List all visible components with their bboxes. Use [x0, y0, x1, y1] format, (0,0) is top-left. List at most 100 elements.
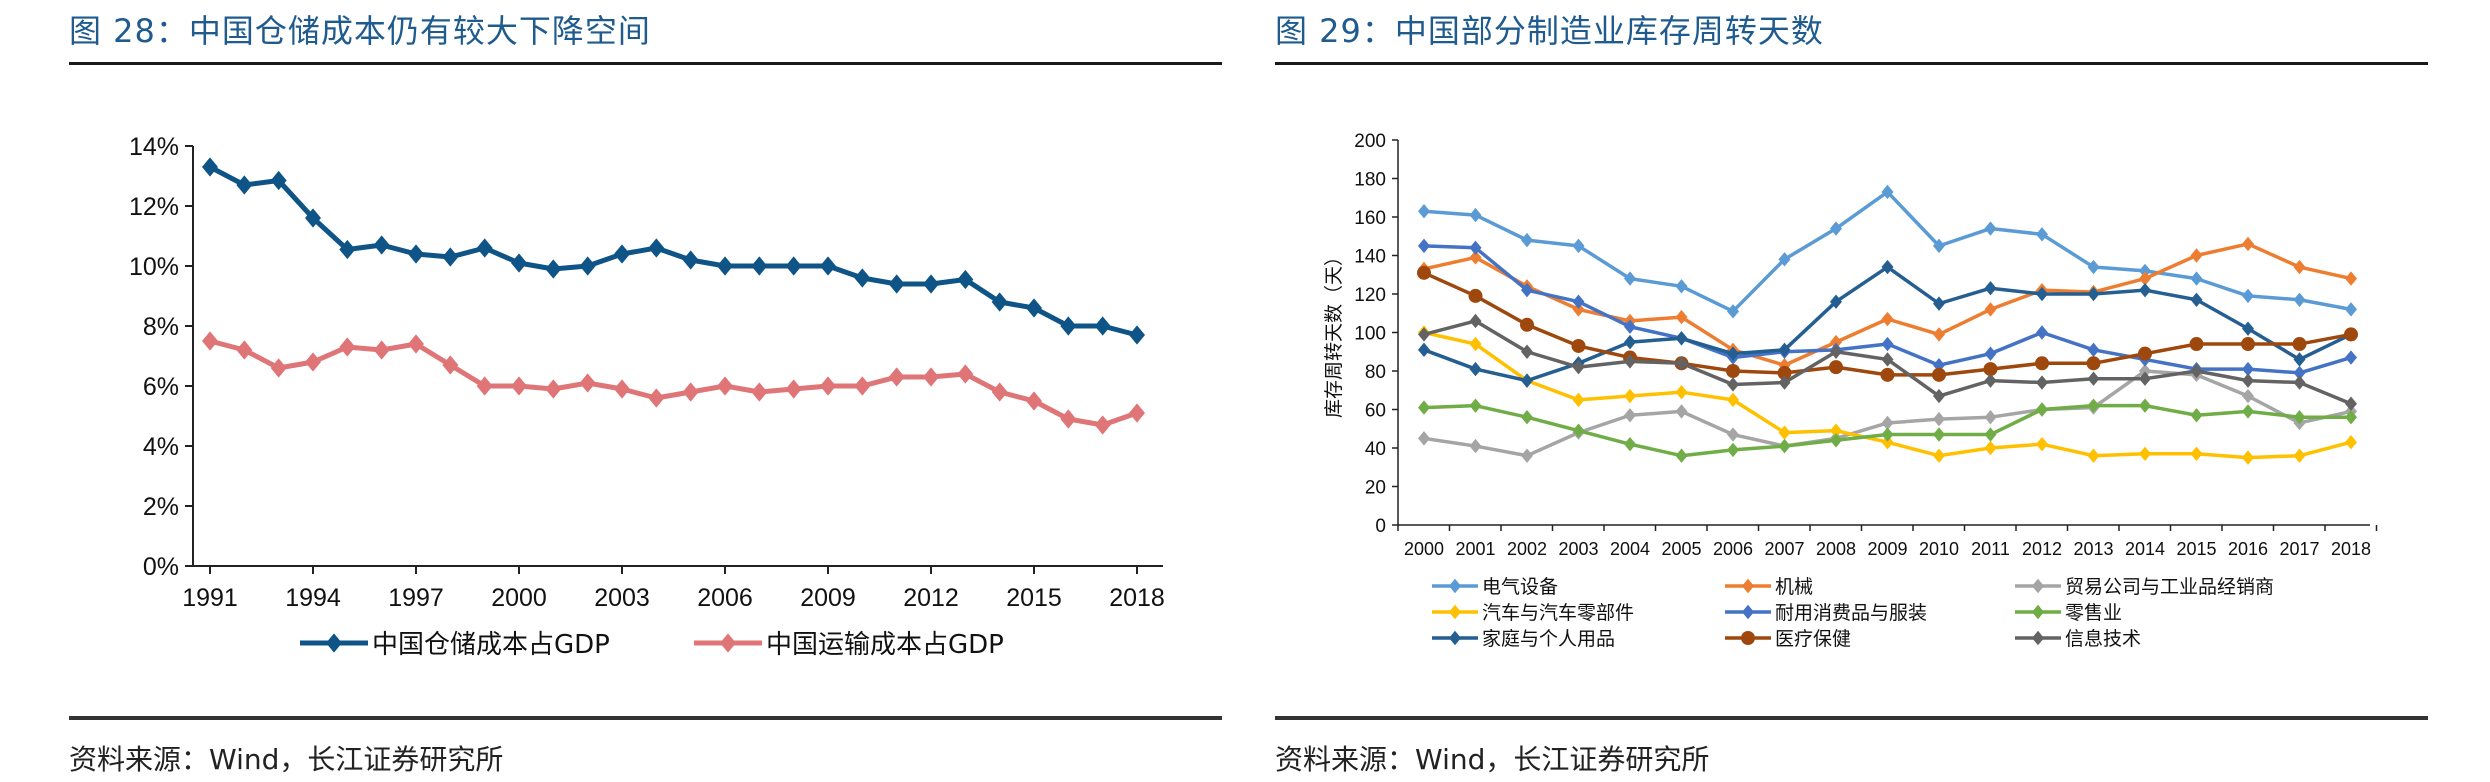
data-point — [2345, 350, 2357, 365]
data-point — [1675, 356, 1688, 371]
data-point — [270, 170, 287, 191]
data-point — [511, 376, 527, 396]
data-point — [1984, 346, 1997, 361]
right-source-note: 资料来源：Wind，长江证券研究所 — [1275, 743, 1710, 776]
data-point — [1933, 448, 1945, 463]
data-point — [1984, 373, 1997, 388]
series-7 — [1417, 265, 2358, 382]
data-point — [1727, 346, 1739, 361]
data-point — [1675, 384, 1688, 400]
data-point — [1727, 442, 1739, 458]
legend-marker — [2032, 578, 2044, 594]
data-point — [1933, 296, 1945, 311]
data-point — [1572, 238, 1585, 254]
data-point — [579, 256, 596, 276]
data-point — [820, 376, 836, 396]
data-point — [579, 373, 596, 393]
data-point — [614, 244, 630, 264]
y-tick-label: 0% — [143, 553, 179, 581]
x-tick-label: 2015 — [2176, 539, 2216, 559]
data-point — [854, 268, 871, 288]
x-tick-label: 2001 — [1455, 539, 1495, 559]
data-point — [236, 340, 253, 360]
y-tick-label: 80 — [1365, 362, 1386, 383]
legend-item: 电气设备 — [1432, 576, 1558, 598]
data-point — [2036, 402, 2048, 417]
x-tick-label: 2015 — [1006, 584, 1062, 612]
data-point — [2190, 408, 2203, 423]
legend-label: 医疗保健 — [1775, 628, 1851, 650]
data-point — [1727, 427, 1739, 442]
data-point — [1675, 331, 1688, 346]
data-point — [2293, 375, 2306, 390]
series-0 — [202, 157, 1145, 345]
data-point — [1572, 392, 1585, 408]
data-point — [2293, 292, 2306, 307]
data-point — [1624, 319, 1636, 334]
data-point — [2036, 436, 2048, 452]
data-point — [1830, 221, 1842, 236]
data-point — [1727, 304, 1739, 319]
legend-item: 汽车与汽车零部件 — [1432, 602, 1634, 624]
data-point — [1984, 281, 1997, 296]
y-tick-label: 180 — [1354, 170, 1386, 191]
x-tick-label: 2014 — [2125, 539, 2165, 559]
data-point — [1983, 362, 1998, 377]
x-tick-label: 1994 — [285, 584, 341, 612]
x-tick-label: 2012 — [2022, 539, 2062, 559]
data-point — [2190, 363, 2203, 379]
x-tick-label: 2011 — [1971, 539, 2010, 559]
inventory-turnover-chart: 0 20 40 60 80 100 120 140 160 180 200 2000 2001 2002 2… — [1323, 131, 2378, 650]
y-tick-label: 140 — [1354, 247, 1386, 268]
data-point — [305, 352, 321, 372]
data-point — [1830, 433, 1842, 448]
data-point — [2293, 352, 2306, 367]
data-point — [1469, 207, 1482, 223]
x-tick-label: 2000 — [491, 584, 547, 612]
data-point — [2345, 435, 2357, 450]
data-point — [1469, 361, 1482, 377]
data-point — [1571, 338, 1586, 353]
x-tick-label: 2018 — [1109, 584, 1165, 612]
x-tick-label: 2008 — [1816, 539, 1856, 559]
left-figure-title: 图 28：中国仓储成本仍有较大下降空间 — [69, 12, 651, 50]
data-point — [957, 269, 974, 290]
legend-label: 信息技术 — [2065, 628, 2141, 650]
legend-marker — [1742, 578, 1754, 594]
data-point — [1521, 232, 1533, 248]
series-1 — [1418, 236, 2357, 373]
data-point — [923, 367, 939, 387]
data-point — [1778, 425, 1791, 440]
data-point — [2293, 365, 2306, 381]
legend-marker — [1449, 604, 1461, 620]
x-tick-label: 2017 — [2279, 539, 2319, 559]
data-point — [1026, 298, 1042, 318]
data-point — [2242, 236, 2254, 252]
y-tick-label: 12% — [129, 193, 179, 221]
x-tick-label: 2006 — [697, 584, 753, 612]
warehousing-cost-chart: 0% 2% 4% 6% 8% 10% 12% 14% 1991 1994 1997 2000 2003 2… — [129, 133, 1165, 660]
data-point — [1777, 365, 1792, 380]
data-point — [2242, 373, 2254, 388]
data-point — [1984, 302, 1997, 317]
data-point — [1469, 438, 1482, 454]
data-point — [751, 382, 768, 402]
data-point — [2292, 337, 2307, 352]
data-point — [373, 340, 390, 360]
data-point — [1675, 448, 1688, 463]
legend-item: 医疗保健 — [1725, 628, 1851, 650]
data-point — [1881, 435, 1894, 450]
data-point — [1521, 373, 1533, 388]
data-point — [236, 175, 253, 195]
right-figure-title: 图 29：中国部分制造业库存周转天数 — [1275, 12, 1824, 50]
legend-item: 中国运输成本占GDP — [694, 630, 1004, 660]
data-point — [682, 382, 699, 402]
data-point — [1778, 438, 1791, 454]
y-tick-label: 60 — [1365, 401, 1386, 422]
data-point — [270, 358, 287, 378]
data-point — [1881, 427, 1894, 442]
data-point — [1521, 410, 1533, 425]
data-point — [1778, 375, 1791, 390]
data-point — [717, 376, 733, 396]
legend-marker — [2032, 604, 2044, 620]
